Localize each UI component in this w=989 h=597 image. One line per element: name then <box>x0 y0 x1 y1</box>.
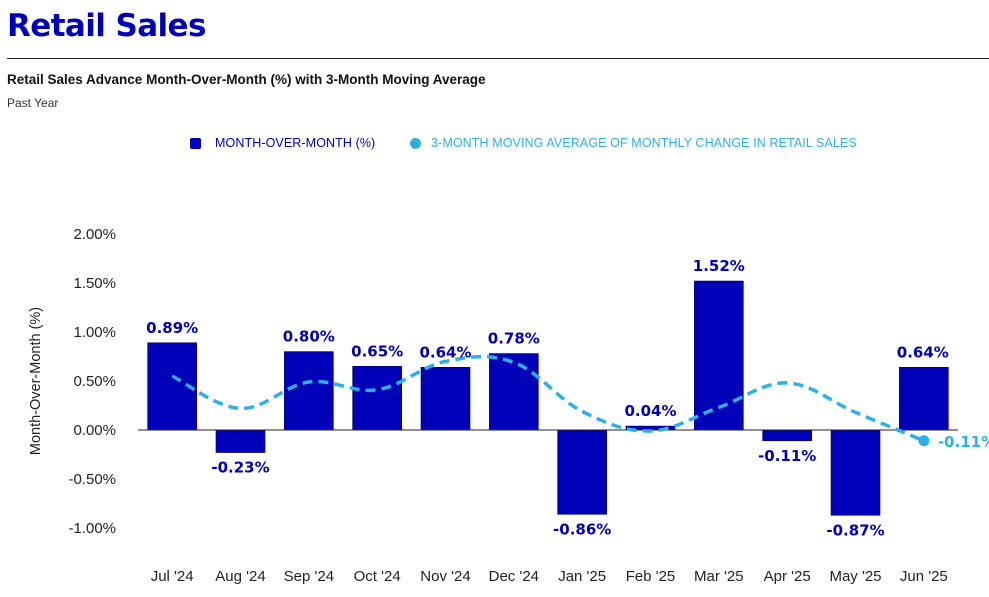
x-tick-label: Dec '24 <box>489 568 539 585</box>
bar-data-label: 0.64% <box>419 343 471 361</box>
bar-data-label: -0.11% <box>758 447 816 465</box>
bar[interactable] <box>420 366 471 431</box>
title-divider <box>7 58 989 59</box>
bar-data-label: 0.78% <box>488 330 540 348</box>
page-title: Retail Sales <box>7 8 206 44</box>
x-tick-label: Aug '24 <box>215 568 265 585</box>
x-tick-label: Oct '24 <box>354 568 401 585</box>
legend-label-month-over-month: MONTH-OVER-MONTH (%) <box>215 136 376 150</box>
bar-data-label: -0.23% <box>211 459 269 477</box>
x-tick-label: Apr '25 <box>764 568 811 585</box>
moving-average-data-label: -0.11% <box>938 433 989 451</box>
bar-data-label: 0.64% <box>897 343 949 361</box>
legend-item-month-over-month[interactable]: MONTH-OVER-MONTH (%) <box>190 136 375 150</box>
bar-data-label: -0.87% <box>826 521 884 539</box>
chart-subtitle: Past Year <box>7 96 59 110</box>
y-axis-title: Month-Over-Month (%) <box>28 307 44 455</box>
y-tick-label: -0.50% <box>68 471 116 488</box>
y-tick-label: 2.00% <box>73 226 116 243</box>
bar[interactable] <box>557 429 607 515</box>
x-tick-label: Jun '25 <box>900 568 948 585</box>
y-tick-label: 1.50% <box>73 275 116 292</box>
x-tick-label: Mar '25 <box>694 568 744 585</box>
x-tick-label: May '25 <box>829 568 881 585</box>
legend-bar-swatch <box>190 137 201 149</box>
bar-data-label: 0.89% <box>146 319 198 337</box>
y-tick-label: 1.00% <box>73 324 116 341</box>
moving-average-line[interactable] <box>171 354 925 443</box>
y-tick-label: 0.00% <box>73 422 116 439</box>
bar[interactable] <box>489 353 539 431</box>
chart-legend: MONTH-OVER-MONTH (%) 3-MONTH MOVING AVER… <box>0 136 989 156</box>
bar[interactable] <box>284 351 334 431</box>
x-tick-label: Feb '25 <box>626 568 676 585</box>
bar[interactable] <box>899 366 949 431</box>
moving-average-end-point[interactable] <box>918 435 930 447</box>
x-tick-label: Jul '24 <box>151 568 194 585</box>
legend-label-moving-average: 3-MONTH MOVING AVERAGE OF MONTHLY CHANGE… <box>431 136 857 150</box>
y-tick-label: 0.50% <box>73 373 116 390</box>
x-tick-label: Jan '25 <box>558 568 606 585</box>
bar[interactable] <box>352 365 402 431</box>
legend-line-swatch <box>410 137 421 149</box>
bar-data-label: 1.52% <box>693 257 745 275</box>
x-tick-label: Sep '24 <box>284 568 334 585</box>
y-tick-label: -1.00% <box>68 520 116 537</box>
bar[interactable] <box>830 429 881 516</box>
x-tick-label: Nov '24 <box>420 568 470 585</box>
chart-title: Retail Sales Advance Month-Over-Month (%… <box>7 72 486 87</box>
bar-data-label: 0.65% <box>351 342 403 360</box>
bar[interactable] <box>215 429 266 453</box>
bar[interactable] <box>694 280 744 431</box>
bar[interactable] <box>762 429 812 442</box>
bar-data-label: -0.86% <box>553 520 611 538</box>
bar-data-label: 0.04% <box>624 402 676 420</box>
bar-data-label: 0.80% <box>283 328 335 346</box>
legend-item-moving-average[interactable]: 3-MONTH MOVING AVERAGE OF MONTHLY CHANGE… <box>410 136 857 150</box>
